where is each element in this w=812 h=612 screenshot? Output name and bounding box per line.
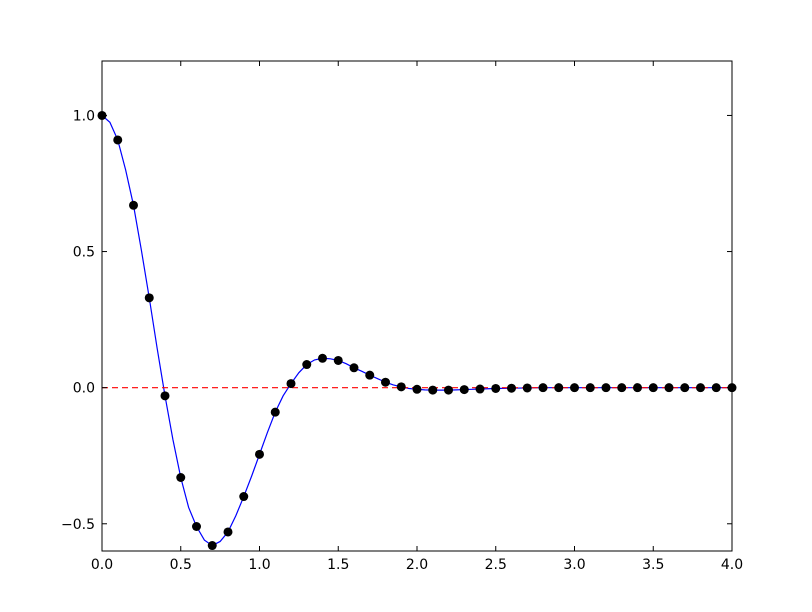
x-tick-label: 3.5 [642, 557, 664, 573]
x-tick-label: 0.0 [91, 557, 113, 573]
data-point [522, 383, 532, 393]
x-tick-label: 1.5 [327, 557, 349, 573]
data-point [554, 383, 564, 393]
x-tick-label: 2.0 [406, 557, 428, 573]
data-point [648, 383, 658, 393]
data-point [601, 383, 611, 393]
data-point [144, 293, 154, 303]
data-point [444, 385, 453, 395]
data-point [113, 135, 123, 145]
data-point [239, 492, 249, 502]
data-point [475, 384, 485, 394]
data-point [286, 379, 296, 389]
data-point [223, 527, 233, 537]
data-point [160, 391, 170, 401]
data-point [507, 383, 516, 393]
data-point [585, 383, 595, 393]
tick-labels: 0.0 0.5 1.0 1.5 2.0 2.5 3.0 3.5 4.0 −0.5 0.0 0.5 1.0 [61, 108, 743, 573]
plot-area [97, 110, 737, 551]
y-tick-label: 0.5 [73, 245, 95, 261]
data-point [129, 200, 138, 210]
x-tick-label: 1.0 [248, 557, 270, 573]
data-point [349, 363, 359, 373]
x-tick-label: 4.0 [721, 557, 743, 573]
x-tick-label: 3.0 [563, 557, 585, 573]
data-point [696, 383, 705, 393]
data-point [491, 383, 501, 393]
data-point [412, 384, 422, 394]
data-point [176, 473, 186, 482]
data-point [570, 383, 579, 393]
data-point [192, 522, 201, 531]
data-point [318, 353, 327, 363]
data-point [270, 407, 280, 417]
data-point [711, 383, 721, 393]
data-point [333, 355, 343, 365]
data-point [459, 385, 469, 395]
data-point [428, 385, 438, 395]
data-point [207, 541, 217, 551]
data-point [365, 370, 375, 380]
data-point [255, 449, 264, 459]
y-tick-label: 1.0 [73, 108, 95, 124]
x-tick-label: 0.5 [170, 557, 192, 573]
y-tick-label: 0.0 [73, 381, 95, 397]
data-point [617, 383, 627, 393]
data-point [538, 383, 548, 393]
data-point [302, 360, 312, 370]
x-tick-label: 2.5 [485, 557, 507, 573]
y-tick-label: −0.5 [61, 517, 95, 533]
axes-frame [101, 60, 733, 552]
data-point [381, 377, 390, 387]
data-point [396, 382, 406, 392]
data-point [664, 383, 674, 393]
data-point [633, 383, 642, 393]
data-point [680, 383, 690, 393]
